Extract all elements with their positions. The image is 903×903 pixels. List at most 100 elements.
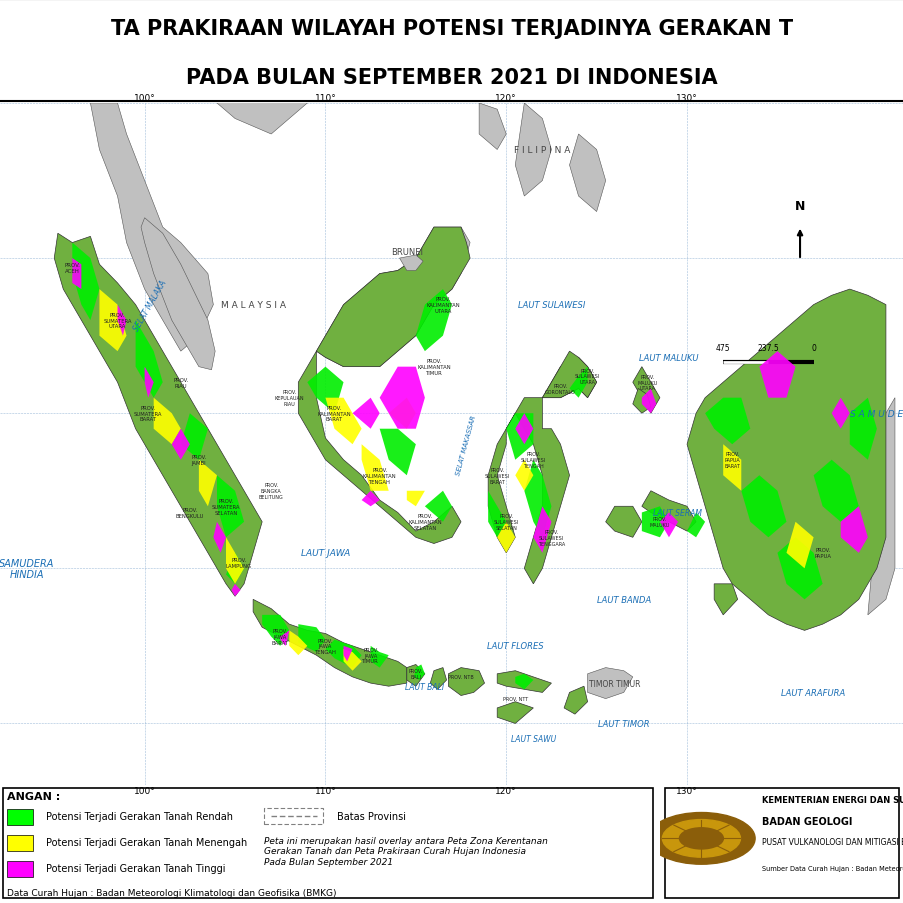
Text: SELAT MAKASSAR: SELAT MAKASSAR bbox=[455, 414, 477, 475]
Polygon shape bbox=[231, 584, 240, 597]
Text: LAUT MALUKU: LAUT MALUKU bbox=[638, 353, 698, 362]
Text: PROV.
JAWA
TIMUR: PROV. JAWA TIMUR bbox=[362, 647, 378, 664]
Polygon shape bbox=[479, 104, 506, 150]
Polygon shape bbox=[632, 368, 659, 414]
Polygon shape bbox=[217, 476, 244, 537]
Polygon shape bbox=[542, 358, 596, 398]
Polygon shape bbox=[515, 104, 551, 197]
Polygon shape bbox=[90, 104, 213, 352]
Text: Sumber Data Curah Hujan : Badan Meteorologi Klimato: Sumber Data Curah Hujan : Badan Meteorol… bbox=[761, 865, 903, 870]
Text: PROV.
SUMATERA
BARAT: PROV. SUMATERA BARAT bbox=[134, 405, 163, 422]
Polygon shape bbox=[488, 491, 506, 537]
Text: TIMOR TIMUR: TIMOR TIMUR bbox=[589, 679, 639, 688]
Polygon shape bbox=[515, 674, 533, 690]
Polygon shape bbox=[343, 647, 352, 662]
Polygon shape bbox=[686, 513, 704, 537]
Text: Potensi Terjadi Gerakan Tanah Tinggi: Potensi Terjadi Gerakan Tanah Tinggi bbox=[46, 862, 226, 873]
Text: BRUNEI: BRUNEI bbox=[390, 248, 423, 257]
Polygon shape bbox=[352, 398, 379, 429]
Polygon shape bbox=[343, 649, 361, 671]
Text: SAMUDERA
HINDIA: SAMUDERA HINDIA bbox=[0, 558, 55, 580]
Text: PROV.
JAWA
BARAT: PROV. JAWA BARAT bbox=[272, 628, 288, 645]
Text: TA PRAKIRAAN WILAYAH POTENSI TERJADINYA GERAKAN T: TA PRAKIRAAN WILAYAH POTENSI TERJADINYA … bbox=[111, 19, 792, 39]
Polygon shape bbox=[641, 389, 656, 414]
Polygon shape bbox=[213, 522, 226, 554]
Polygon shape bbox=[497, 702, 533, 723]
Polygon shape bbox=[840, 507, 867, 554]
Polygon shape bbox=[414, 665, 424, 680]
Polygon shape bbox=[298, 228, 470, 544]
Text: Potensi Terjadi Gerakan Tanah Rendah: Potensi Terjadi Gerakan Tanah Rendah bbox=[46, 811, 233, 821]
Polygon shape bbox=[867, 398, 894, 615]
Text: PROV.
KALIMANTAN
UTARA: PROV. KALIMANTAN UTARA bbox=[425, 297, 460, 313]
Text: F I L I P I N A: F I L I P I N A bbox=[514, 145, 570, 154]
Polygon shape bbox=[563, 686, 587, 714]
Polygon shape bbox=[54, 234, 262, 597]
Text: BADAN GEOLOGI: BADAN GEOLOGI bbox=[761, 815, 852, 826]
Polygon shape bbox=[641, 507, 668, 537]
Polygon shape bbox=[722, 444, 740, 491]
Text: 120°: 120° bbox=[495, 94, 517, 103]
Polygon shape bbox=[199, 461, 217, 507]
Text: PROV.
PAPUA
BARAT: PROV. PAPUA BARAT bbox=[723, 452, 740, 469]
Text: PROV.
SULAWESI
TENGGARA: PROV. SULAWESI TENGGARA bbox=[537, 529, 564, 546]
Polygon shape bbox=[533, 507, 551, 554]
Text: PROV.
BALI: PROV. BALI bbox=[408, 668, 423, 679]
Bar bbox=[6, 861, 33, 877]
Text: Peta ini merupakan hasil overlay antara Peta Zona Kerentanan
Gerakan Tanah dan P: Peta ini merupakan hasil overlay antara … bbox=[264, 836, 547, 866]
Text: PROV.
KALIMANTAN
TIMUR: PROV. KALIMANTAN TIMUR bbox=[416, 359, 451, 376]
Text: PROV.
KALIMANTAN
BARAT: PROV. KALIMANTAN BARAT bbox=[317, 405, 351, 422]
Text: 475: 475 bbox=[715, 344, 730, 353]
Polygon shape bbox=[831, 398, 849, 429]
Text: LAUT BANDA: LAUT BANDA bbox=[596, 595, 650, 604]
Text: PROV. NTB: PROV. NTB bbox=[448, 675, 473, 680]
Text: LAUT ARAFURA: LAUT ARAFURA bbox=[780, 688, 845, 697]
Polygon shape bbox=[399, 256, 423, 271]
Bar bbox=[264, 808, 323, 824]
Polygon shape bbox=[786, 522, 813, 569]
Polygon shape bbox=[141, 219, 215, 370]
Polygon shape bbox=[370, 647, 388, 668]
Text: S A M U D E R A: S A M U D E R A bbox=[850, 409, 903, 418]
Polygon shape bbox=[99, 290, 126, 352]
Text: PADA BULAN SEPTEMBER 2021 DI INDONESIA: PADA BULAN SEPTEMBER 2021 DI INDONESIA bbox=[186, 68, 717, 88]
Text: 110°: 110° bbox=[314, 94, 336, 103]
Text: M A L A Y S I A: M A L A Y S I A bbox=[220, 301, 285, 310]
Polygon shape bbox=[569, 135, 605, 212]
Polygon shape bbox=[740, 476, 786, 537]
Polygon shape bbox=[488, 352, 596, 584]
Polygon shape bbox=[190, 0, 307, 135]
Text: 237.5: 237.5 bbox=[757, 344, 778, 353]
Text: 130°: 130° bbox=[675, 94, 697, 103]
Polygon shape bbox=[289, 630, 307, 656]
Text: SELAT MALAKA: SELAT MALAKA bbox=[132, 278, 168, 332]
Polygon shape bbox=[135, 321, 163, 398]
Polygon shape bbox=[587, 668, 632, 699]
Text: PROV.
KALIMANTAN
TENGAH: PROV. KALIMANTAN TENGAH bbox=[362, 468, 396, 484]
Polygon shape bbox=[849, 398, 876, 461]
Polygon shape bbox=[686, 290, 885, 630]
Text: 100°: 100° bbox=[134, 94, 155, 103]
Polygon shape bbox=[713, 584, 737, 615]
Polygon shape bbox=[280, 630, 289, 647]
Polygon shape bbox=[506, 414, 533, 461]
Polygon shape bbox=[72, 259, 81, 290]
Polygon shape bbox=[379, 368, 424, 429]
Polygon shape bbox=[430, 668, 446, 690]
Polygon shape bbox=[515, 414, 533, 444]
Text: LAUT SULAWESI: LAUT SULAWESI bbox=[517, 301, 584, 310]
Text: 0: 0 bbox=[810, 344, 815, 353]
Polygon shape bbox=[406, 665, 424, 686]
Polygon shape bbox=[641, 491, 695, 532]
Polygon shape bbox=[777, 537, 822, 600]
Polygon shape bbox=[448, 668, 484, 695]
Text: PROV.
BANGKA
BELITUNG: PROV. BANGKA BELITUNG bbox=[258, 483, 284, 499]
Text: PROV.
KEPULAUAN
RIAU: PROV. KEPULAUAN RIAU bbox=[275, 390, 303, 406]
Polygon shape bbox=[379, 429, 415, 476]
Polygon shape bbox=[72, 243, 99, 321]
Polygon shape bbox=[325, 640, 361, 668]
Text: PROV.
SULAWESI
SELATAN: PROV. SULAWESI SELATAN bbox=[493, 514, 518, 530]
Text: 100°: 100° bbox=[134, 787, 155, 796]
Text: LAUT SERAM: LAUT SERAM bbox=[653, 508, 702, 517]
Text: PUSAT VULKANOLOGI DAN MITIGASI B: PUSAT VULKANOLOGI DAN MITIGASI B bbox=[761, 837, 903, 846]
